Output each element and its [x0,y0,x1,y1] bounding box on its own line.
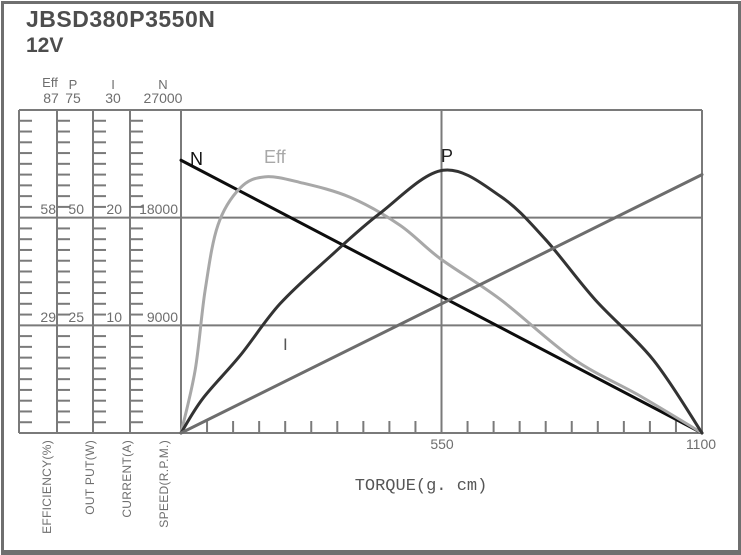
curve-n [179,158,704,435]
axis-max-n: 27000 [143,90,183,106]
axis-low-p: 25 [68,309,84,325]
curve-eff [179,175,704,435]
axis-max-i: 30 [105,90,121,106]
curve-p [179,168,704,435]
axis-mid-eff: 58 [40,201,56,217]
axis-mid-i: 20 [106,201,122,217]
axis-unit-eff: Eff [42,75,58,90]
axis-max-p: 75 [65,90,81,106]
axis-unit-n: N [158,77,168,92]
voltage-label: 12V [26,34,64,57]
axis-unit-i: I [111,77,115,92]
axis-max-eff: 87 [43,90,59,106]
axis-name-current: CURRENT(A) [120,440,134,518]
axis-mid-n: 18000 [139,201,178,217]
axis-low-eff: 29 [40,309,56,325]
x-tick-1100: 1100 [685,436,717,452]
curve-label-eff: Eff [264,147,286,167]
x-tick-550: 550 [430,436,454,452]
curve-label-p: P [441,146,454,166]
curve-label-i: I [283,335,288,354]
page-title: JBSD380P3550N [26,6,216,32]
curve-label-n: N [190,149,203,169]
axis-name-efficiency: EFFICIENCY(%) [40,440,54,534]
axis-name-output: OUT PUT(W) [83,440,97,515]
curve-i [179,173,704,435]
x-axis-title: TORQUE(g. cm) [354,477,488,496]
axis-low-n: 9000 [146,309,178,325]
axis-unit-p: P [68,77,78,92]
axis-name-speed: SPEED(R.P.M.) [157,440,171,528]
axis-mid-p: 50 [68,201,84,217]
axis-low-i: 10 [106,309,122,325]
